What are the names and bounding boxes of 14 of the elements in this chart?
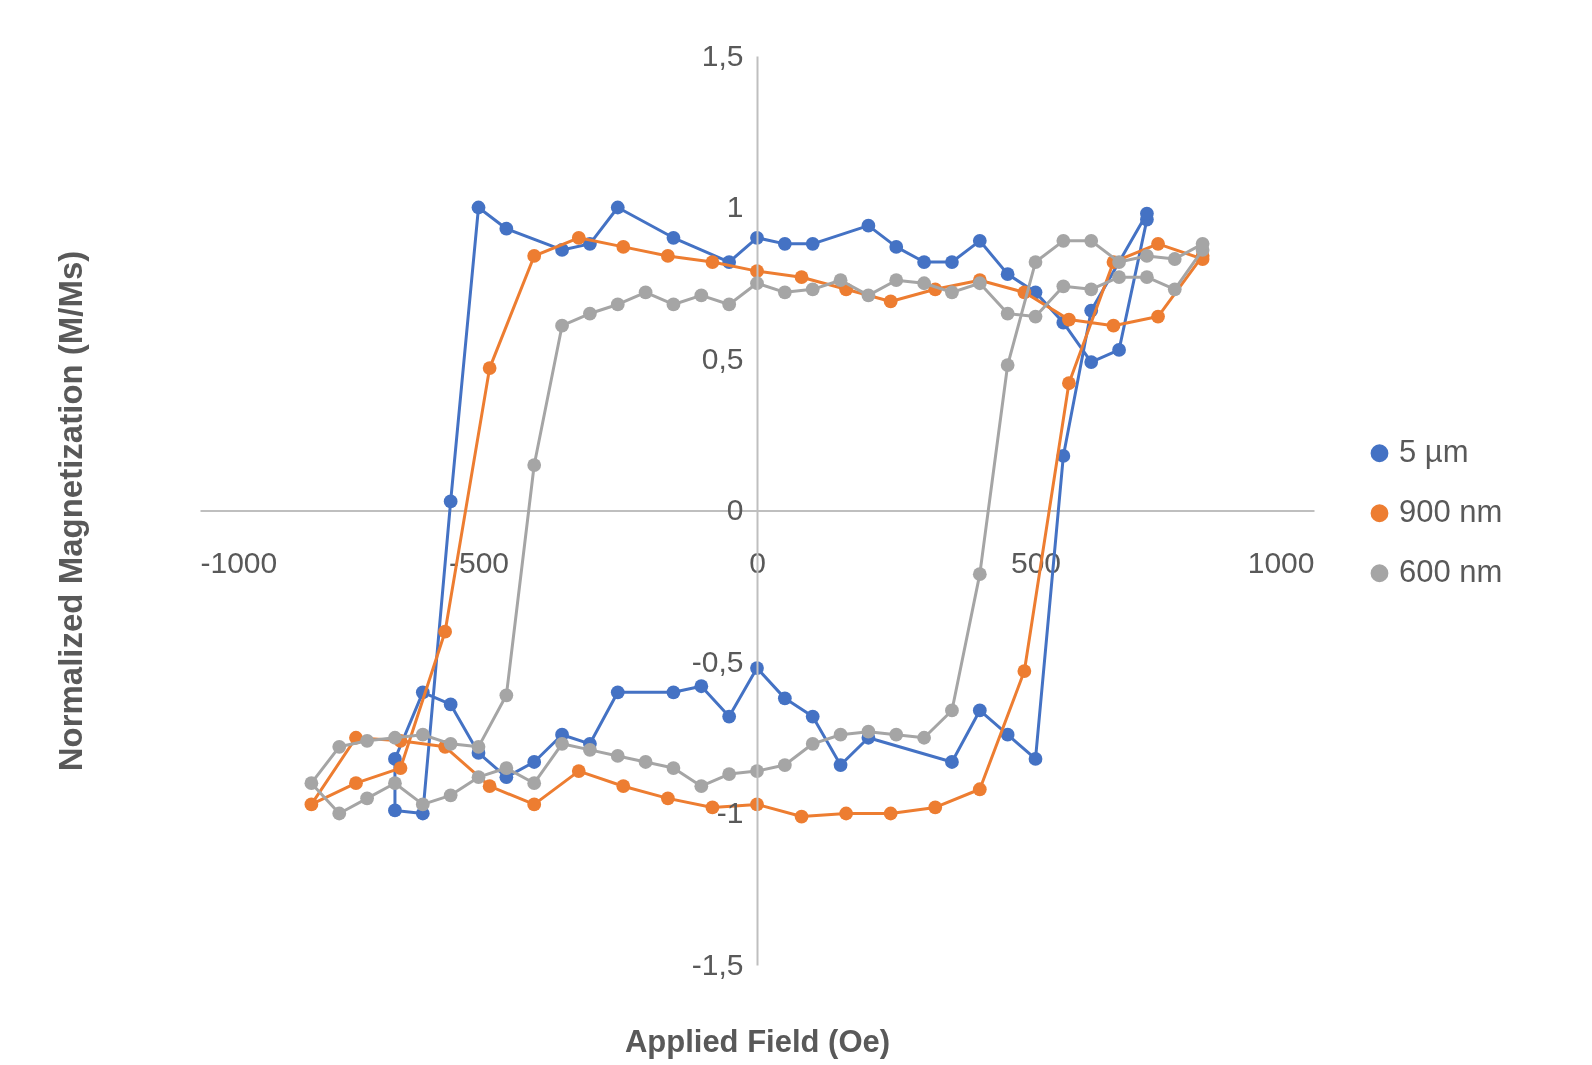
- legend-label: 5 µm: [1399, 434, 1469, 470]
- y-axis-title: Normalized Magnetization (M/Ms): [51, 250, 89, 772]
- y-tick-label: 1: [726, 190, 744, 223]
- x-tick-label: -1000: [200, 546, 278, 579]
- x-tick-label: 1000: [1247, 546, 1315, 579]
- x-axis-title: Applied Field (Oe): [624, 1023, 891, 1059]
- x-tick-label: 0: [749, 546, 766, 579]
- legend-label: 600 nm: [1399, 554, 1503, 590]
- y-tick-label: 1,5: [701, 38, 744, 72]
- y-tick-label: 0,5: [701, 341, 744, 375]
- y-tick-label: -1,5: [691, 947, 744, 981]
- y-tick-label: 0: [726, 493, 744, 526]
- legend-label: 900 nm: [1399, 494, 1503, 530]
- y-tick-label: -0,5: [691, 644, 744, 678]
